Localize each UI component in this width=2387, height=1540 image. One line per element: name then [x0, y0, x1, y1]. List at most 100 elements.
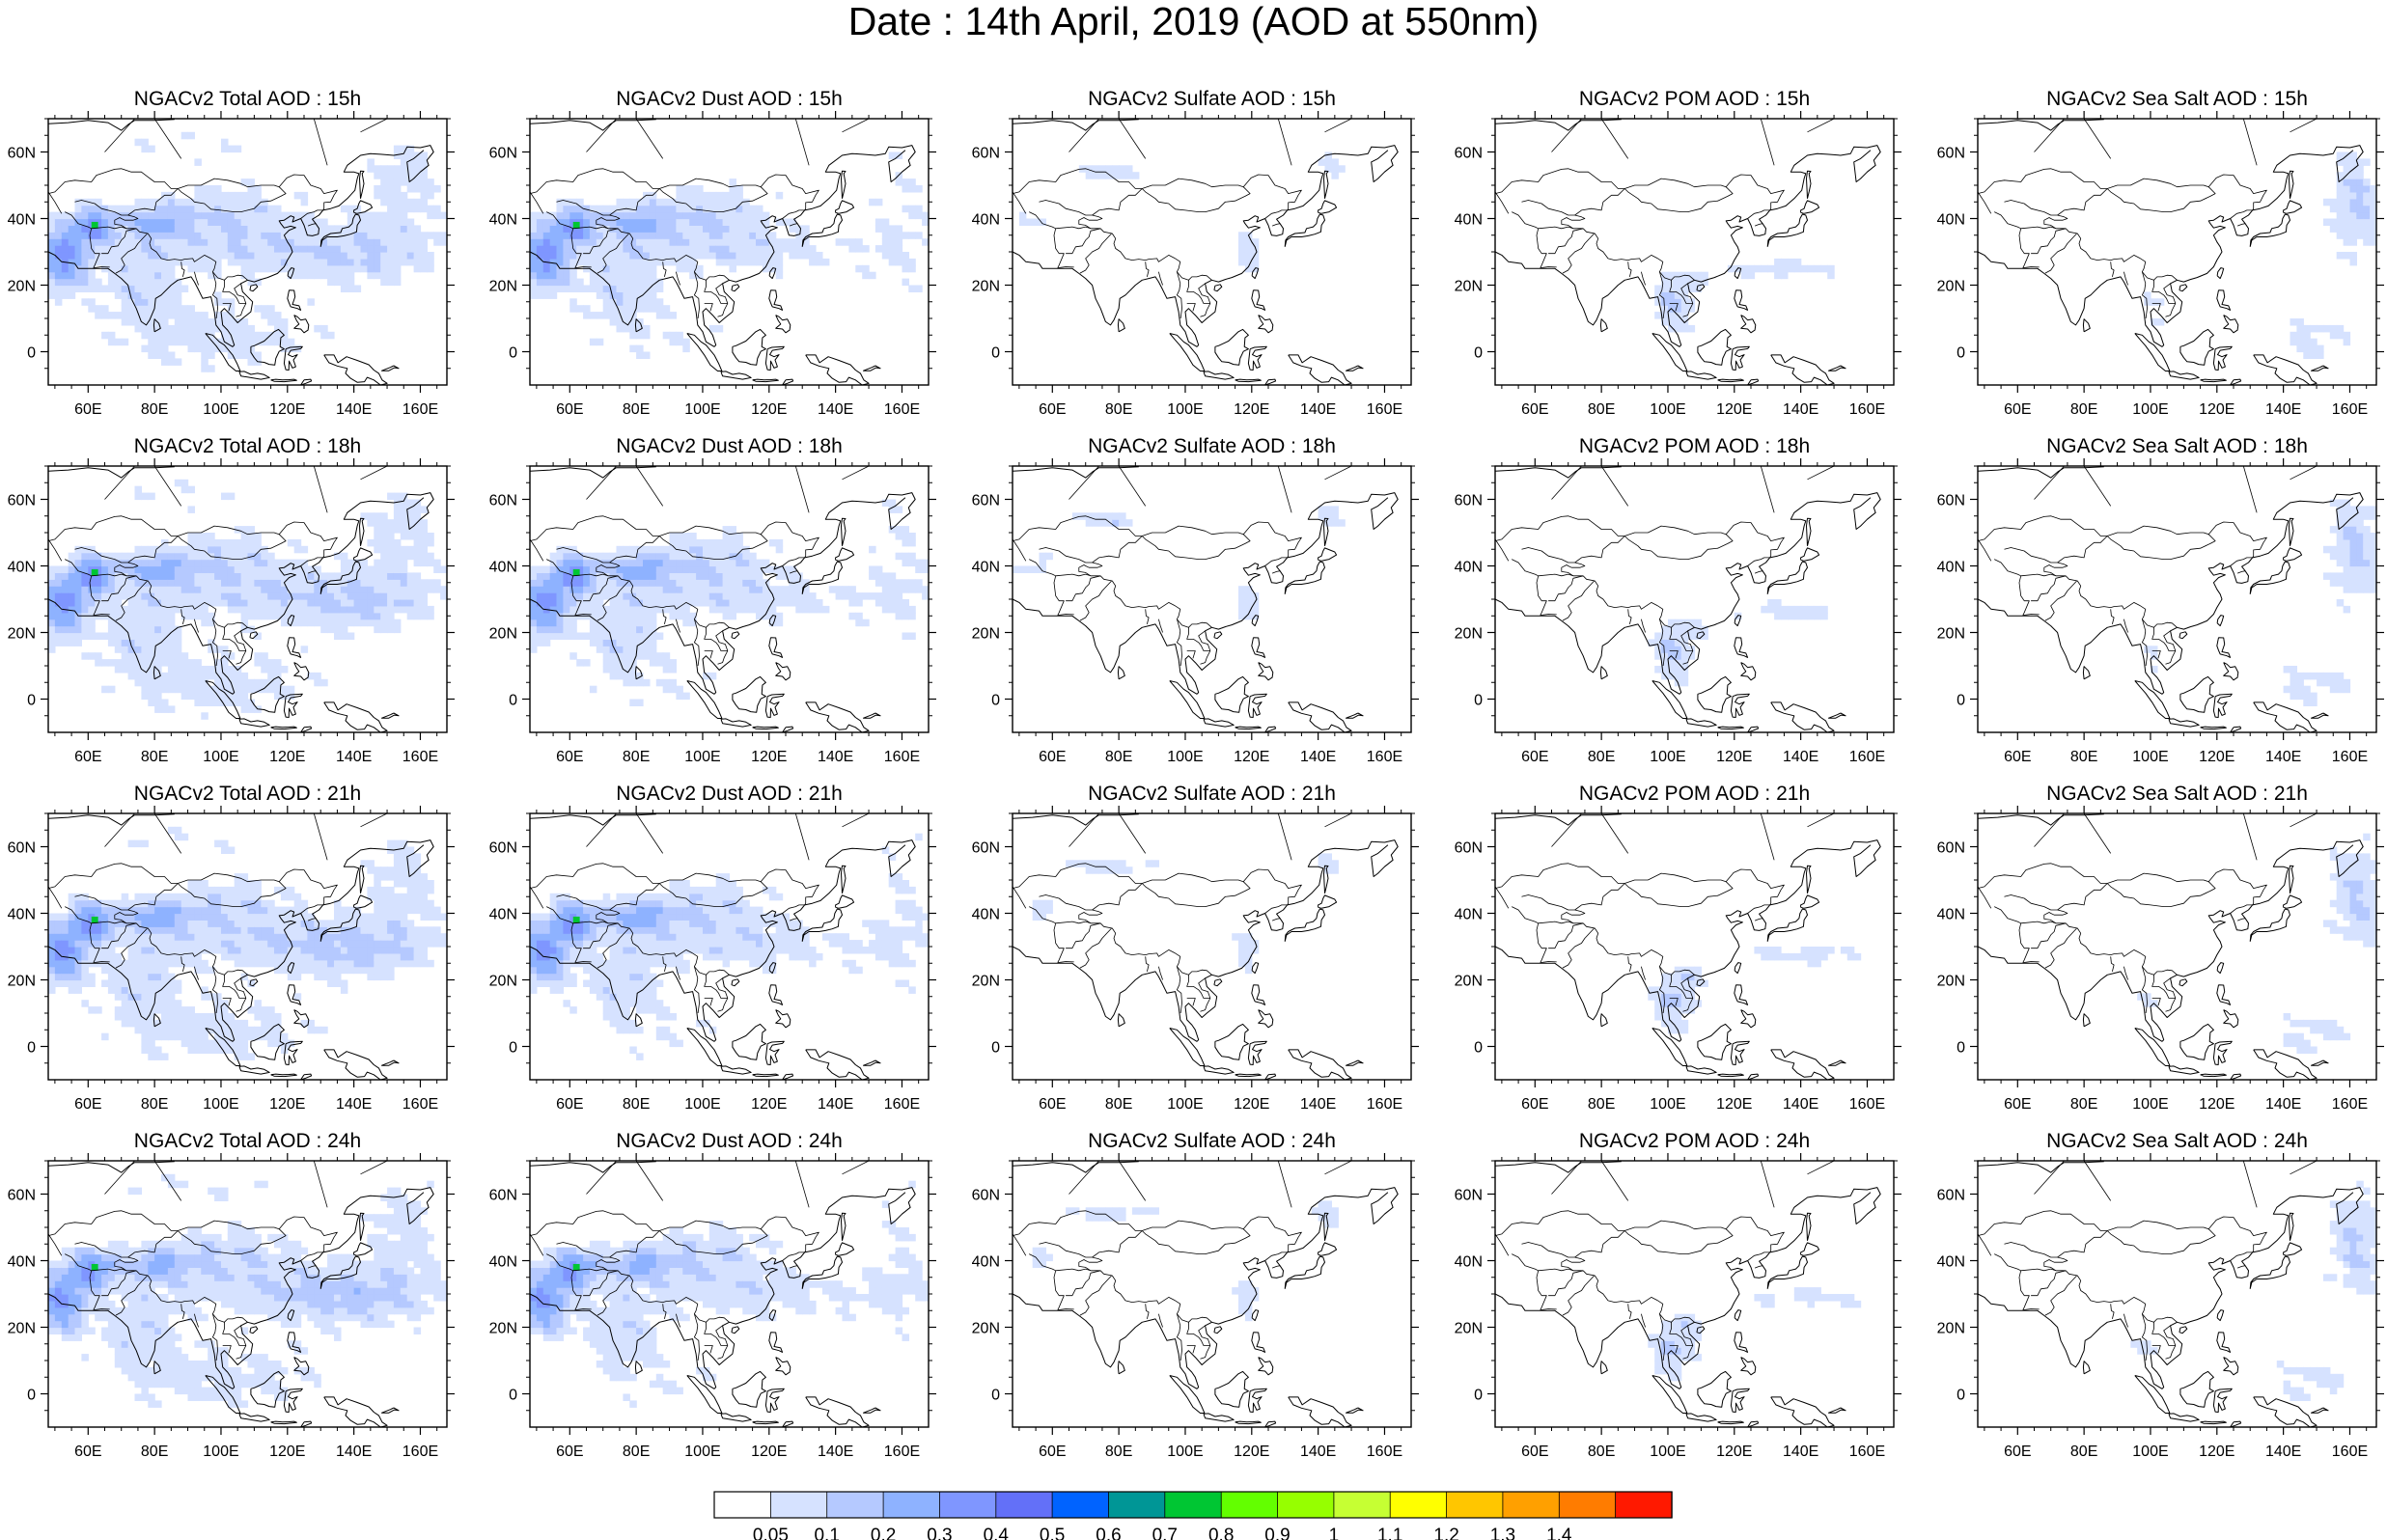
- aod-cell: [908, 285, 916, 292]
- aod-cell: [729, 245, 736, 253]
- aod-cell: [420, 959, 428, 968]
- aod-cell: [267, 666, 275, 674]
- aod-cell: [2343, 211, 2351, 220]
- aod-cell: [729, 264, 736, 273]
- aod-cell: [616, 211, 624, 220]
- aod-cell: [888, 592, 897, 600]
- aod-cell: [623, 966, 630, 975]
- aod-cell: [556, 632, 564, 640]
- aod-cell: [589, 312, 597, 319]
- aod-cell: [127, 258, 136, 266]
- aod-cell: [334, 592, 342, 600]
- aod-cell: [68, 986, 76, 994]
- x-tick-label: 160E: [1367, 749, 1402, 765]
- aod-cell: [413, 245, 422, 253]
- aod-cell: [2329, 205, 2338, 213]
- aod-cell: [427, 586, 434, 593]
- aod-cell: [180, 947, 189, 954]
- aod-cell: [609, 966, 618, 975]
- aod-cell: [300, 232, 309, 239]
- aod-cell: [187, 331, 195, 340]
- aod-cell: [287, 599, 295, 607]
- aod-cell: [154, 906, 162, 915]
- aod-cell: [68, 940, 76, 948]
- aod-cell: [576, 579, 584, 587]
- aod-cell: [74, 947, 82, 954]
- aod-cell: [2290, 666, 2297, 674]
- aod-cell: [2296, 318, 2304, 326]
- aod-cell: [643, 205, 651, 213]
- aod-cell: [895, 605, 903, 614]
- aod-cell: [629, 893, 637, 901]
- aod-cell: [609, 940, 618, 948]
- aod-cell: [127, 278, 136, 287]
- aod-cell: [589, 986, 597, 994]
- aod-cell: [609, 305, 618, 313]
- aod-cell: [161, 232, 169, 239]
- aod-cell: [274, 659, 282, 667]
- aod-cell: [662, 225, 671, 233]
- aod-cell: [194, 1039, 202, 1048]
- aod-cell: [54, 625, 63, 634]
- aod-cell: [227, 318, 236, 326]
- aod-cell: [48, 619, 56, 627]
- aod-cell: [563, 559, 570, 567]
- aod-cell: [742, 258, 750, 266]
- aod-cell: [1740, 271, 1749, 280]
- aod-cell: [208, 211, 215, 220]
- aod-cell: [380, 238, 388, 246]
- aod-cell: [167, 678, 176, 687]
- aod-cell: [596, 639, 604, 646]
- aod-cell: [636, 1000, 644, 1007]
- aod-cell: [247, 264, 255, 273]
- aod-cell: [703, 245, 710, 253]
- aod-cell: [81, 599, 89, 607]
- aod-cell: [722, 252, 731, 260]
- aod-cell: [267, 238, 275, 246]
- aod-cell: [167, 579, 176, 587]
- aod-cell: [549, 952, 558, 961]
- aod-cell: [81, 205, 89, 213]
- aod-cell: [669, 533, 677, 540]
- aod-cell: [530, 592, 538, 600]
- aod-cell: [616, 552, 624, 561]
- aod-cell: [214, 839, 222, 848]
- aod-cell: [669, 579, 677, 587]
- aod-cell: [74, 605, 82, 614]
- aod-cell: [542, 639, 551, 646]
- aod-cell: [696, 245, 704, 253]
- aod-cell: [148, 559, 155, 567]
- aod-cell: [314, 258, 321, 266]
- aod-cell: [413, 165, 422, 173]
- aod-cell: [888, 499, 897, 507]
- aod-cell: [180, 552, 189, 561]
- aod-cell: [536, 291, 544, 299]
- aod-cell: [167, 952, 176, 961]
- aod-cell: [221, 218, 229, 226]
- aod-cell: [1654, 298, 1662, 306]
- aod-cell: [908, 185, 916, 193]
- aod-cell: [563, 1000, 570, 1007]
- aod-cell: [669, 211, 677, 220]
- aod-cell: [536, 940, 544, 948]
- x-tick-label: 160E: [402, 749, 438, 765]
- aod-cell: [134, 298, 142, 306]
- aod-cell: [542, 599, 551, 607]
- aod-cell: [347, 285, 355, 292]
- aod-cell: [380, 191, 388, 200]
- aod-cell: [347, 232, 355, 239]
- aod-cell: [413, 552, 422, 561]
- aod-cell: [1807, 605, 1815, 614]
- aod-cell: [227, 586, 236, 593]
- aod-cell: [154, 973, 162, 981]
- aod-cell: [227, 952, 236, 961]
- aod-cell: [254, 218, 262, 226]
- aod-cell: [293, 225, 302, 233]
- aod-cell: [649, 205, 657, 213]
- aod-cell: [201, 331, 208, 340]
- aod-cell: [602, 933, 611, 941]
- aod-cell: [676, 245, 683, 253]
- aod-cell: [367, 966, 375, 975]
- aod-cell: [141, 632, 149, 640]
- aod-cell: [669, 198, 677, 206]
